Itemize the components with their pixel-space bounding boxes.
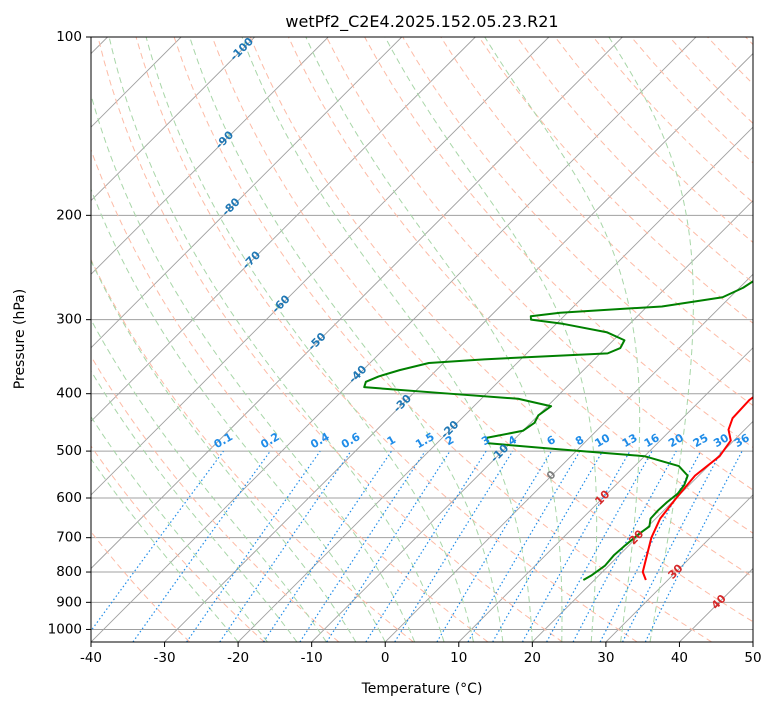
isotherm-line (91, 37, 255, 202)
dry-adiabat-line (91, 445, 265, 642)
isotherm-line (91, 37, 476, 422)
dry-adiabat-line (135, 37, 638, 642)
x-axis-label: Temperature (°C) (361, 681, 483, 697)
isotherm-line (91, 37, 550, 496)
temperature-profile (641, 396, 753, 581)
data-series (363, 280, 753, 581)
mixing-ratio-line (546, 450, 653, 642)
isotherm-line (532, 420, 753, 642)
moist-adiabat-line (145, 37, 474, 642)
y-tick-label: 100 (56, 29, 82, 45)
mixing-ratio-line (132, 450, 271, 642)
background-lines (91, 37, 753, 642)
y-tick-label: 500 (56, 443, 82, 459)
x-tick-label: 50 (744, 650, 761, 666)
isotherm-line (605, 494, 753, 642)
isotherm-line (91, 37, 623, 570)
mixing-ratio-line (572, 450, 677, 642)
moist-adiabat-line (608, 37, 694, 642)
chart-title: wetPf2_C2E4.2025.152.05.23.R21 (285, 12, 558, 32)
isotherm-line (458, 347, 753, 642)
dry-adiabat-line (249, 37, 753, 578)
mixing-ratio-line (186, 450, 321, 642)
y-tick-label: 300 (56, 312, 82, 328)
mixing-ratio-line (521, 450, 631, 642)
isotherm-line (237, 126, 753, 642)
moist-adiabat-line (91, 318, 327, 642)
moist-adiabat-line (91, 458, 239, 642)
dry-adiabat-line (326, 37, 753, 491)
y-axis-label: Pressure (hPa) (12, 289, 28, 389)
moist-adiabat-line (91, 259, 357, 642)
y-tick-label: 700 (56, 530, 82, 546)
mixing-ratio-line (263, 450, 393, 642)
x-tick-label: 20 (524, 650, 541, 666)
isotherm-line (164, 52, 753, 642)
moist-adiabat-line (91, 188, 386, 642)
x-tick-label: 40 (671, 650, 688, 666)
dry-adiabat-line (97, 37, 563, 642)
x-tick-label: -30 (154, 650, 176, 666)
x-tick-label: 0 (381, 650, 390, 666)
isotherm-line (384, 273, 753, 642)
dry-adiabat-line (91, 355, 340, 642)
moist-adiabat-line (189, 37, 504, 642)
y-tick-label: 400 (56, 386, 82, 402)
dry-adiabat-line (211, 37, 753, 623)
moist-adiabat-line (91, 93, 416, 642)
mixing-ratio-line (91, 450, 225, 632)
x-axis: -40 -30 -20 -10 0 10 20 30 40 50 (80, 642, 762, 666)
dewpoint-profile (363, 280, 753, 581)
mixing-ratio-line (394, 450, 514, 642)
moist-adiabat-line (384, 37, 598, 642)
mixing-ratio-line (326, 450, 451, 642)
moist-adiabat-line (241, 37, 533, 642)
x-tick-label: -20 (227, 650, 249, 666)
mixing-ratio-line (644, 450, 743, 642)
x-tick-label: -40 (80, 650, 102, 666)
y-tick-label: 200 (56, 207, 82, 223)
moist-adiabat-line (108, 37, 445, 642)
mixing-ratio-line (299, 450, 426, 642)
dry-adiabat-line (91, 258, 414, 642)
dry-adiabat-line (173, 37, 713, 642)
isotherm-line (91, 37, 697, 642)
isotherm-line (91, 37, 329, 275)
y-tick-label: 900 (56, 594, 82, 610)
plot-frame (90, 36, 754, 643)
x-tick-label: 10 (450, 650, 467, 666)
mixing-ratio-line (219, 450, 352, 642)
y-axis: 1000 900 800 700 600 500 400 300 200 100 (48, 29, 91, 637)
moist-adiabat-line (305, 37, 563, 642)
isotherm-line (91, 37, 403, 349)
moist-adiabat-line (91, 369, 298, 642)
moist-adiabat-line (484, 37, 641, 642)
y-tick-label: 800 (56, 564, 82, 580)
moist-adiabat-line (91, 415, 268, 642)
x-tick-label: -10 (301, 650, 323, 666)
x-tick-label: 30 (597, 650, 614, 666)
y-tick-label: 1000 (48, 621, 82, 637)
y-tick-label: 600 (56, 490, 82, 506)
